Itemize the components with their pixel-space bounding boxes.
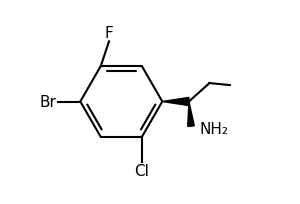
Polygon shape	[188, 102, 194, 127]
Polygon shape	[162, 98, 189, 106]
Text: F: F	[105, 26, 113, 41]
Text: Br: Br	[40, 94, 57, 110]
Text: Cl: Cl	[134, 163, 149, 178]
Text: NH₂: NH₂	[199, 121, 228, 136]
